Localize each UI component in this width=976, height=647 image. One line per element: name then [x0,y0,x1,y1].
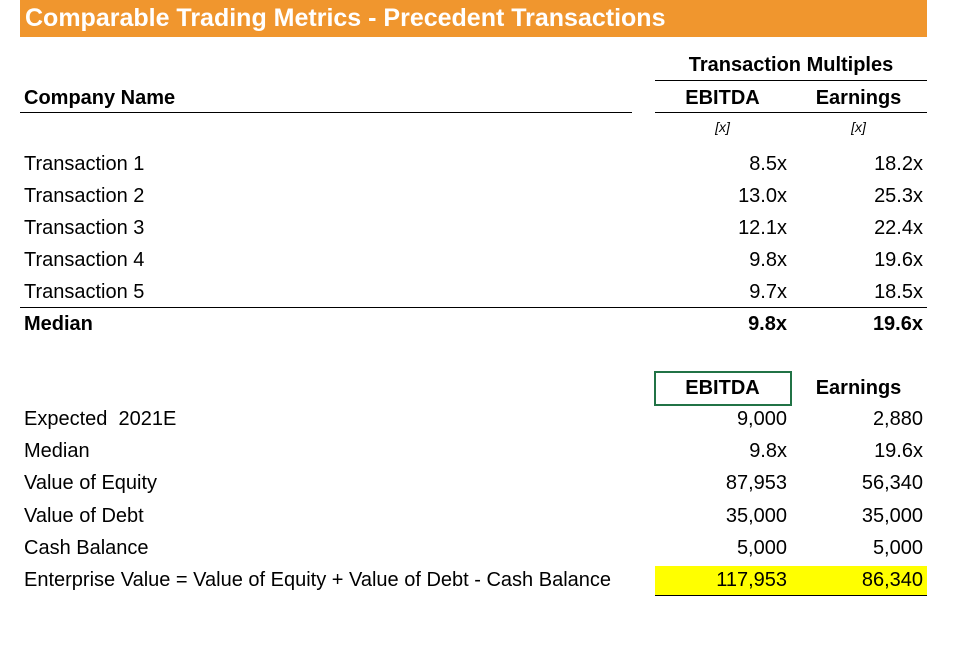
cell: 87,953 [725,472,787,495]
row-label: Expected 2021E [24,408,177,430]
cell: 22.4x [874,217,923,239]
cell: 86,340 [861,569,923,591]
cell: 117,953 [716,569,787,591]
cell: 12.1x [738,217,787,239]
rule [655,595,927,596]
unit: [x] [851,119,866,135]
rule [655,80,927,81]
row-label: Cash Balance [24,536,149,559]
selected-cell[interactable] [654,371,792,406]
row-label: Transaction 1 [24,153,145,175]
cell: 19.6x [874,440,923,463]
rule [655,112,927,113]
company-header: Company Name [24,87,176,109]
cell: 25.3x [874,185,923,207]
row-label: Median [24,313,93,335]
rule [20,307,927,308]
row-label: Transaction 3 [24,217,145,239]
cell: 56,340 [861,472,923,495]
rule [20,112,632,113]
title: Comparable Trading Metrics - Precedent T… [25,4,666,32]
cell: 35,000 [725,504,787,527]
unit: [x] [715,119,730,135]
column-header: Earnings [815,377,902,399]
cell: 19.6x [874,249,923,271]
column-header: EBITDA [685,377,760,399]
group-header: Transaction Multiples [688,54,894,76]
highlight [655,566,927,595]
cell: 19.6x [872,313,923,335]
title-bar [20,0,927,37]
row-label: Transaction 2 [24,185,145,207]
row-label: Median [24,440,90,463]
cell: 2,880 [872,408,923,430]
cell: 9.7x [749,281,787,303]
cell: 18.5x [874,281,923,303]
cell: 5,000 [872,536,923,559]
cell: 9.8x [749,440,787,463]
row-label: Transaction 4 [24,249,145,271]
row-label: Value of Equity [24,472,158,495]
cell: 13.0x [738,185,787,207]
cell: 18.2x [874,153,923,175]
row-label: Value of Debt [24,504,144,527]
cell: 8.5x [749,153,787,175]
cell: 9.8x [749,249,787,271]
column-header: EBITDA [685,87,760,109]
cell: 9,000 [736,408,787,430]
row-label: Transaction 5 [24,281,145,303]
row-label: Enterprise Value = Value of Equity + Val… [24,569,612,591]
cell: 5,000 [736,536,787,559]
cell: 9.8x [748,313,787,335]
cell: 35,000 [861,504,923,527]
column-header: Earnings [815,87,902,109]
